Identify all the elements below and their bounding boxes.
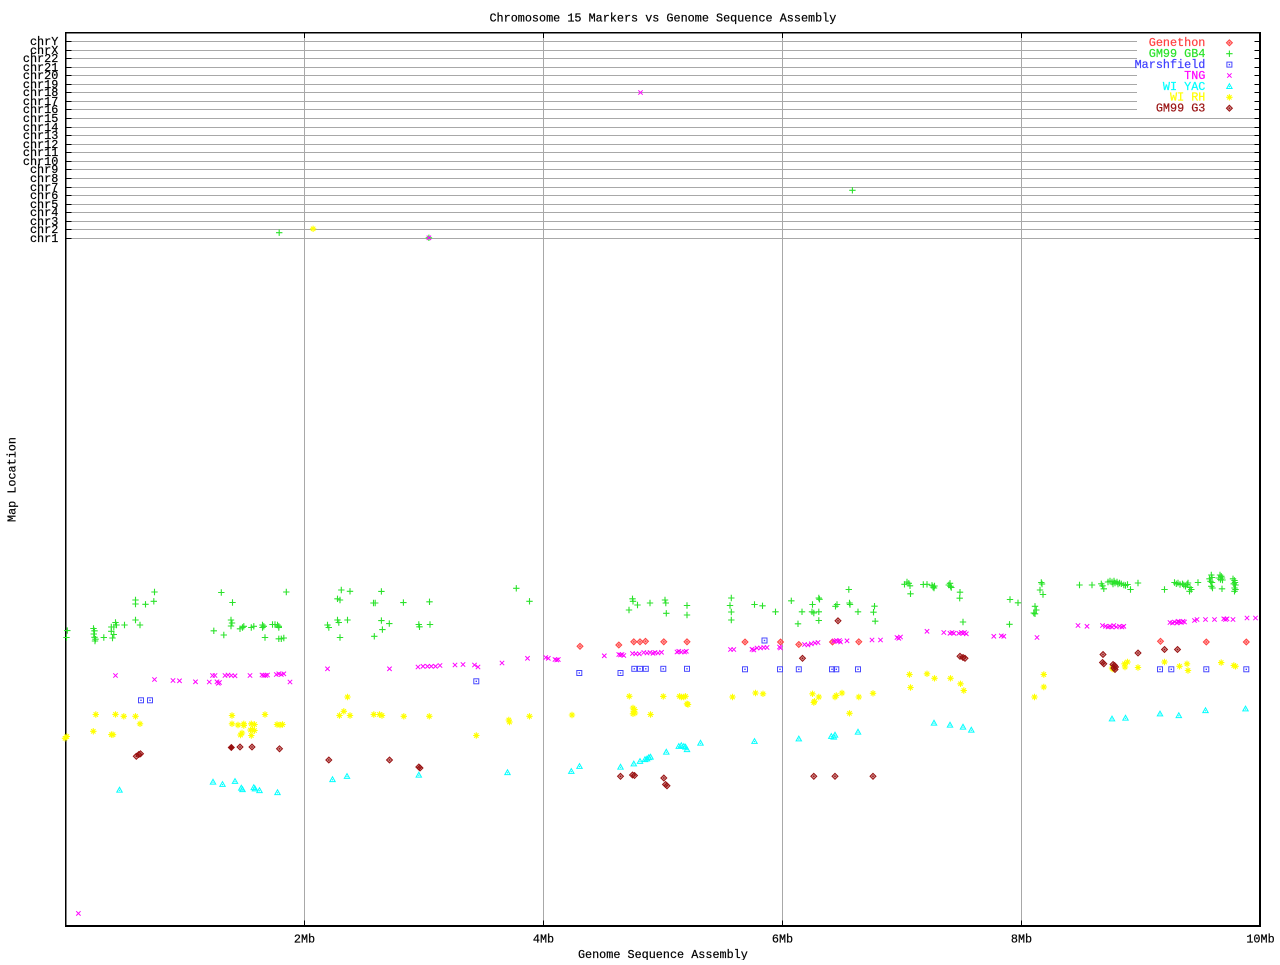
- svg-text:chr7: chr7: [30, 181, 58, 195]
- svg-text:GM99 G3: GM99 G3: [1156, 102, 1206, 116]
- svg-text:chr11: chr11: [23, 146, 58, 160]
- svg-text:WI YAC: WI YAC: [1163, 80, 1205, 94]
- svg-text:chr17: chr17: [23, 95, 58, 109]
- svg-text:chr20: chr20: [23, 69, 58, 83]
- svg-text:chr1: chr1: [30, 232, 58, 246]
- svg-text:chr22: chr22: [23, 52, 58, 66]
- svg-text:GM99 GB4: GM99 GB4: [1149, 47, 1206, 61]
- svg-text:4Mb: 4Mb: [533, 933, 554, 947]
- svg-text:chr8: chr8: [30, 172, 58, 186]
- svg-text:Chromosome 15 Markers vs Genom: Chromosome 15 Markers vs Genome Sequence…: [489, 12, 836, 26]
- svg-text:chr2: chr2: [30, 223, 58, 237]
- svg-text:Genome Sequence Assembly: Genome Sequence Assembly: [578, 948, 748, 960]
- svg-text:chr6: chr6: [30, 189, 58, 203]
- svg-text:chr16: chr16: [23, 103, 58, 117]
- svg-text:TNG: TNG: [1184, 69, 1205, 83]
- svg-text:8Mb: 8Mb: [1011, 933, 1032, 947]
- svg-text:chr19: chr19: [23, 78, 58, 92]
- svg-text:6Mb: 6Mb: [772, 933, 793, 947]
- svg-text:chr18: chr18: [23, 86, 58, 100]
- svg-text:chr3: chr3: [30, 215, 58, 229]
- svg-text:chr15: chr15: [23, 112, 58, 126]
- svg-text:chr21: chr21: [23, 61, 58, 75]
- svg-text:2Mb: 2Mb: [294, 933, 315, 947]
- svg-text:WI RH: WI RH: [1170, 91, 1205, 105]
- svg-text:chr10: chr10: [23, 155, 58, 169]
- svg-text:Marshfield: Marshfield: [1135, 58, 1206, 72]
- svg-text:chr9: chr9: [30, 163, 58, 177]
- svg-text:chr13: chr13: [23, 129, 58, 143]
- svg-text:chr5: chr5: [30, 198, 58, 212]
- svg-text:chrX: chrX: [30, 44, 58, 58]
- svg-text:chr12: chr12: [23, 138, 58, 152]
- svg-text:chr14: chr14: [23, 121, 58, 135]
- svg-text:10Mb: 10Mb: [1246, 933, 1274, 947]
- svg-text:Map Location: Map Location: [6, 437, 20, 522]
- svg-text:chr4: chr4: [30, 206, 58, 220]
- svg-text:Genethon: Genethon: [1149, 36, 1206, 50]
- svg-text:chrY: chrY: [30, 35, 58, 49]
